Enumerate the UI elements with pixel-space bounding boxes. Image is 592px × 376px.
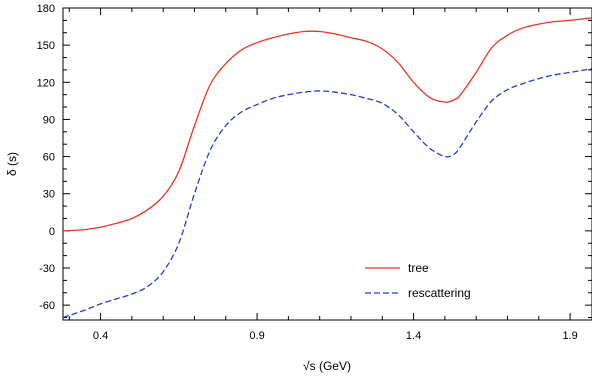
y-tick-label: 60 [43,152,55,164]
x-axis-label: √s (GeV) [303,359,351,373]
y-tick-label: 180 [37,3,55,15]
y-tick-label: -60 [39,300,55,312]
series-lines [62,17,592,319]
plot-frame [62,7,592,321]
x-axis-ticks: 0.4 0.9 1.4 1.9 [68,8,578,342]
x-tick-label: 0.4 [93,330,108,342]
y-axis-label: δ (s) [5,152,19,176]
y-tick-label: 90 [43,114,55,126]
y-tick-label: 120 [37,77,55,89]
series-line-rescattering [62,68,592,319]
x-tick-label: 0.9 [249,330,264,342]
legend-label-tree: tree [408,261,429,275]
x-tick-label: 1.4 [406,330,421,342]
y-tick-label: 0 [49,226,55,238]
x-tick-label: 1.9 [562,330,577,342]
legend: tree rescattering [365,261,471,300]
y-tick-label: 30 [43,189,55,201]
series-line-tree [62,17,592,232]
y-tick-label: 150 [37,40,55,52]
y-axis-ticks: -60 -30 0 30 60 90 120 150 180 [37,3,592,319]
y-tick-label: -30 [39,263,55,275]
legend-label-rescattering: rescattering [408,286,471,300]
